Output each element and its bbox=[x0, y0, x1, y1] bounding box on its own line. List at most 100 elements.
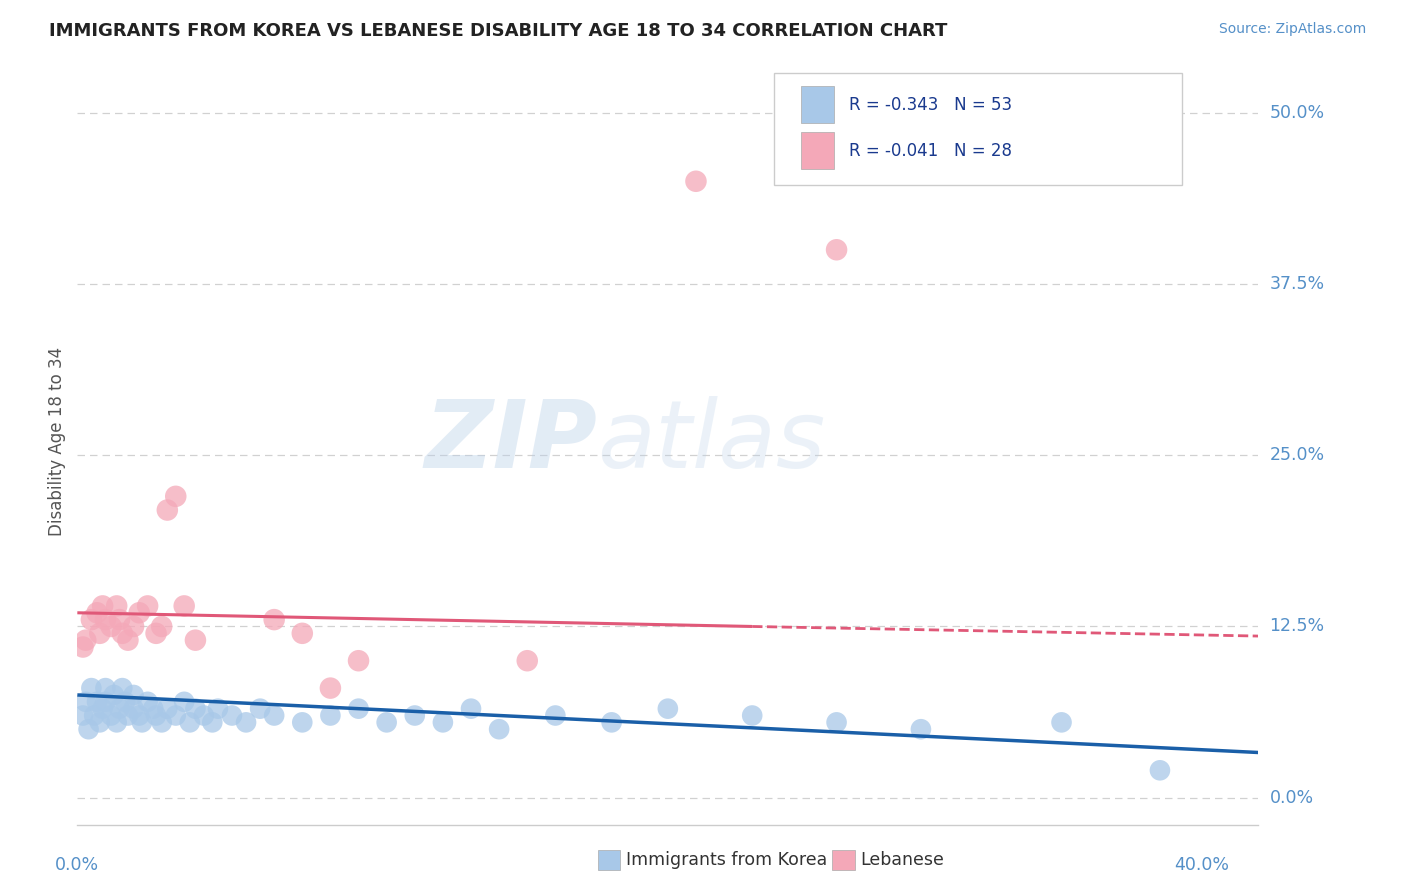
Point bbox=[145, 626, 167, 640]
Point bbox=[89, 715, 111, 730]
Text: Source: ZipAtlas.com: Source: ZipAtlas.com bbox=[1219, 22, 1367, 37]
Point bbox=[105, 715, 128, 730]
Point bbox=[80, 613, 103, 627]
Point bbox=[128, 708, 150, 723]
Point bbox=[263, 708, 285, 723]
Point bbox=[825, 715, 848, 730]
Point bbox=[516, 654, 538, 668]
Point bbox=[207, 701, 229, 715]
Point bbox=[122, 619, 145, 633]
Point bbox=[108, 701, 131, 715]
Point bbox=[122, 701, 145, 715]
Point bbox=[375, 715, 398, 730]
Point bbox=[117, 633, 139, 648]
Point bbox=[179, 715, 201, 730]
Point bbox=[432, 715, 454, 730]
Point bbox=[291, 715, 314, 730]
Point bbox=[128, 606, 150, 620]
Point bbox=[122, 688, 145, 702]
Point bbox=[94, 695, 117, 709]
Text: Immigrants from Korea: Immigrants from Korea bbox=[626, 851, 827, 869]
Point bbox=[1050, 715, 1073, 730]
Point bbox=[108, 613, 131, 627]
Point bbox=[117, 708, 139, 723]
Point bbox=[600, 715, 623, 730]
Point bbox=[77, 723, 100, 737]
Text: ZIP: ZIP bbox=[425, 395, 598, 488]
Text: R = -0.343   N = 53: R = -0.343 N = 53 bbox=[849, 95, 1012, 114]
Point bbox=[75, 633, 97, 648]
Point bbox=[103, 688, 125, 702]
Point bbox=[94, 681, 117, 695]
Point bbox=[184, 633, 207, 648]
Point bbox=[235, 715, 257, 730]
Point bbox=[319, 708, 342, 723]
Point bbox=[404, 708, 426, 723]
Point bbox=[86, 606, 108, 620]
Point bbox=[184, 701, 207, 715]
Point bbox=[136, 695, 159, 709]
Y-axis label: Disability Age 18 to 34: Disability Age 18 to 34 bbox=[48, 347, 66, 536]
Point bbox=[100, 619, 122, 633]
Text: 37.5%: 37.5% bbox=[1270, 275, 1324, 293]
Point bbox=[94, 613, 117, 627]
Point bbox=[165, 489, 187, 503]
Point bbox=[83, 708, 105, 723]
Text: atlas: atlas bbox=[598, 396, 825, 487]
Point bbox=[150, 619, 173, 633]
Point bbox=[347, 654, 370, 668]
Text: 40.0%: 40.0% bbox=[1174, 855, 1230, 873]
Point bbox=[319, 681, 342, 695]
Point bbox=[460, 701, 482, 715]
Point bbox=[173, 599, 195, 613]
Point bbox=[165, 708, 187, 723]
Text: 0.0%: 0.0% bbox=[1270, 789, 1313, 806]
Point bbox=[201, 715, 224, 730]
Point bbox=[72, 640, 94, 654]
Text: Lebanese: Lebanese bbox=[860, 851, 945, 869]
Point bbox=[347, 701, 370, 715]
Text: 25.0%: 25.0% bbox=[1270, 446, 1324, 464]
Point bbox=[173, 695, 195, 709]
FancyBboxPatch shape bbox=[775, 73, 1181, 185]
Text: 50.0%: 50.0% bbox=[1270, 103, 1324, 122]
Point bbox=[825, 243, 848, 257]
Point bbox=[105, 599, 128, 613]
Point bbox=[111, 626, 134, 640]
Point bbox=[100, 708, 122, 723]
Point bbox=[80, 681, 103, 695]
Bar bbox=[801, 132, 834, 169]
Point bbox=[1149, 764, 1171, 778]
Point bbox=[156, 503, 179, 517]
Point bbox=[111, 681, 134, 695]
Point bbox=[131, 715, 153, 730]
Point bbox=[249, 701, 271, 715]
Point bbox=[741, 708, 763, 723]
Point bbox=[142, 701, 165, 715]
Point bbox=[221, 708, 243, 723]
Point bbox=[75, 695, 97, 709]
Point bbox=[89, 626, 111, 640]
Text: R = -0.041   N = 28: R = -0.041 N = 28 bbox=[849, 142, 1011, 160]
Point bbox=[91, 701, 114, 715]
Point bbox=[136, 599, 159, 613]
Point bbox=[657, 701, 679, 715]
Text: IMMIGRANTS FROM KOREA VS LEBANESE DISABILITY AGE 18 TO 34 CORRELATION CHART: IMMIGRANTS FROM KOREA VS LEBANESE DISABI… bbox=[49, 22, 948, 40]
Point bbox=[91, 599, 114, 613]
Point bbox=[193, 708, 215, 723]
Point bbox=[145, 708, 167, 723]
Point bbox=[488, 723, 510, 737]
Point bbox=[544, 708, 567, 723]
Point bbox=[685, 174, 707, 188]
Bar bbox=[801, 87, 834, 123]
Point bbox=[263, 613, 285, 627]
Point bbox=[150, 715, 173, 730]
Point bbox=[72, 708, 94, 723]
Point bbox=[291, 626, 314, 640]
Text: 0.0%: 0.0% bbox=[55, 855, 100, 873]
Text: 12.5%: 12.5% bbox=[1270, 617, 1324, 635]
Point bbox=[910, 723, 932, 737]
Point bbox=[86, 695, 108, 709]
Point bbox=[114, 695, 136, 709]
Point bbox=[156, 701, 179, 715]
